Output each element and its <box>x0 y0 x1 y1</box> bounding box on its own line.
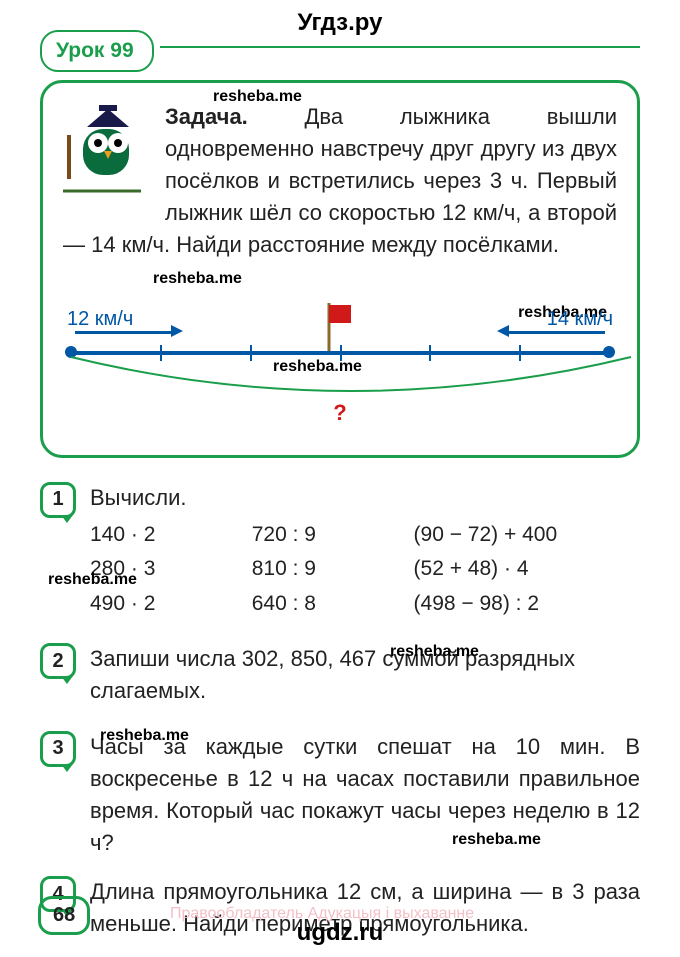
calc-cell: (90 − 72) + 400 <box>414 520 640 550</box>
arrow-right-head <box>497 325 509 337</box>
question-mark: ? <box>333 397 346 429</box>
page-number-badge: 68 <box>38 896 90 935</box>
exercise-2: 2 Запиши числа 302, 850, 467 суммой разр… <box>40 643 640 707</box>
lesson-badge: Урок 99 <box>40 30 154 72</box>
calc-grid: 140 · 2 720 : 9 (90 − 72) + 400 280 · 3 … <box>90 520 640 619</box>
lesson-rule <box>160 46 640 48</box>
resheba-watermark: resheba.me <box>390 640 479 663</box>
exercise-number: 2 <box>40 643 76 679</box>
calc-cell: (52 + 48) · 4 <box>414 554 640 584</box>
exercise-number: 3 <box>40 731 76 767</box>
watermark-top: Угдз.ру <box>298 6 383 41</box>
calc-cell: 720 : 9 <box>252 520 414 550</box>
arrow-left-head <box>171 325 183 337</box>
calc-cell: 810 : 9 <box>252 554 414 584</box>
exercise-content: Вычисли. 140 · 2 720 : 9 (90 − 72) + 400… <box>90 482 640 619</box>
exercise-content: Запиши числа 302, 850, 467 суммой разряд… <box>90 643 640 707</box>
calc-cell: 140 · 2 <box>90 520 252 550</box>
arrow-right <box>505 331 605 334</box>
exercise-number: 1 <box>40 482 76 518</box>
owl-icon <box>63 101 153 196</box>
exercise-content: Часы за каждые сутки спешат на 10 мин. В… <box>90 731 640 859</box>
calc-cell: 640 : 8 <box>252 589 414 619</box>
resheba-watermark: resheba.me <box>452 828 541 851</box>
flag-icon <box>325 303 355 351</box>
speed-left-label: 12 км/ч <box>67 305 133 334</box>
task-box: resheba.me Задача. Два лыжника вышли одн… <box>40 80 640 457</box>
number-line-diagram: 12 км/ч 14 км/ч resheba.me ? <box>63 267 617 437</box>
watermark-bottom: ugdz.ru <box>297 916 384 951</box>
calc-cell: 490 · 2 <box>90 589 252 619</box>
resheba-watermark: resheba.me <box>48 568 137 591</box>
exercise-prompt: Часы за каждые сутки спешат на 10 мин. В… <box>90 734 640 855</box>
exercise-3: 3 Часы за каждые сутки спешат на 10 мин.… <box>40 731 640 859</box>
speed-right-label: 14 км/ч <box>547 305 613 334</box>
distance-arc <box>71 357 631 417</box>
calc-cell: (498 − 98) : 2 <box>414 589 640 619</box>
exercise-prompt: Запиши числа 302, 850, 467 суммой разряд… <box>90 646 575 703</box>
arrow-left <box>75 331 175 334</box>
exercise-prompt: Вычисли. <box>90 482 640 514</box>
exercise-1: 1 Вычисли. 140 · 2 720 : 9 (90 − 72) + 4… <box>40 482 640 619</box>
task-body: Задача. Два лыжника вышли одновременно н… <box>63 101 617 260</box>
resheba-watermark: resheba.me <box>213 85 302 108</box>
resheba-watermark: resheba.me <box>100 724 189 747</box>
